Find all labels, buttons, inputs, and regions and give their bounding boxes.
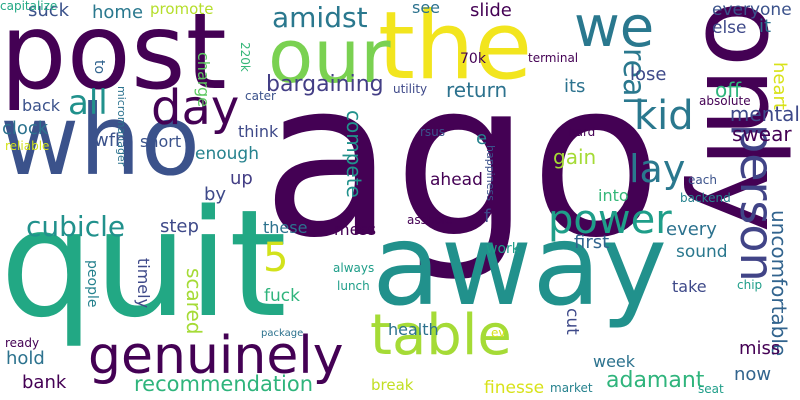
- word-back: back: [22, 96, 61, 115]
- word-adamant: adamant: [606, 368, 705, 393]
- word-take: take: [672, 277, 707, 296]
- word-backend: backend: [680, 191, 731, 205]
- word-up: up: [230, 168, 253, 189]
- word-off: off: [715, 78, 742, 102]
- word-each: each: [688, 173, 717, 187]
- word-enough: enough: [195, 144, 259, 164]
- word-charge: charge: [194, 52, 213, 108]
- word-all: all: [68, 83, 108, 123]
- word-f: f: [484, 206, 491, 227]
- word-bargaining: bargaining: [266, 72, 384, 97]
- word-seat: seat: [698, 382, 724, 396]
- word-wfh: wfh: [94, 130, 127, 151]
- word-people: people: [84, 260, 100, 308]
- word-absolute: absolute: [699, 94, 751, 108]
- word-ago: ago: [262, 34, 662, 285]
- word-see: see: [412, 0, 441, 17]
- word-quit: quit: [0, 178, 287, 350]
- word-into: into: [598, 186, 629, 205]
- word-e: e: [476, 128, 488, 149]
- word-scared: scared: [182, 268, 206, 335]
- word-we: we: [574, 0, 655, 60]
- word-recommendation: recommendation: [134, 372, 314, 396]
- word-mental: mental: [729, 102, 800, 126]
- word-220k: 220k: [238, 42, 252, 72]
- word-short: short: [140, 132, 182, 151]
- word-power: power: [548, 197, 672, 243]
- word-kid: kid: [634, 93, 694, 139]
- word-who: who: [0, 84, 201, 197]
- word-uncomfortable: uncomfortable: [767, 210, 791, 357]
- word-promote: promote: [150, 0, 214, 18]
- word-capitalize: capitalize: [0, 0, 58, 13]
- word-package: package: [261, 328, 304, 339]
- word-gain: gain: [553, 145, 597, 169]
- word-it: it: [759, 16, 772, 37]
- word-hold: hold: [6, 348, 45, 369]
- word-step: step: [160, 216, 199, 237]
- word-cubicle: cubicle: [26, 210, 126, 243]
- word-ready: ready: [5, 336, 40, 350]
- word-always: always: [333, 261, 375, 275]
- word-amidst: amidst: [272, 1, 368, 34]
- word-every: every: [666, 219, 717, 240]
- word-break: break: [371, 376, 414, 394]
- word-to: to: [91, 60, 107, 75]
- word-think: think: [238, 122, 279, 141]
- word-rsus: rsus: [420, 125, 446, 139]
- word-finesse: finesse: [484, 378, 545, 398]
- word-suck: suck: [28, 0, 70, 21]
- word-these: these: [263, 218, 308, 237]
- word-post: post: [0, 0, 227, 113]
- word-swear: swear: [732, 122, 792, 146]
- word-table: table: [370, 303, 512, 368]
- word-asshole: asshole: [407, 213, 453, 227]
- word-5: 5: [263, 235, 289, 281]
- word-cut: cut: [562, 308, 582, 335]
- word-70k: 70k: [460, 51, 486, 67]
- word-day: day: [151, 80, 240, 136]
- word-slide: slide: [470, 0, 512, 21]
- word-mess: mess: [334, 220, 377, 239]
- word-miss: miss: [739, 338, 781, 359]
- word-lay: lay: [629, 147, 686, 191]
- word-our: our: [268, 14, 391, 100]
- word-home: home: [92, 2, 144, 23]
- word-sound: sound: [676, 242, 728, 262]
- word-its: its: [564, 76, 586, 97]
- word-week: week: [593, 352, 636, 371]
- word-genuinely: genuinely: [88, 326, 344, 386]
- word-utility: utility: [393, 82, 428, 96]
- word-fuck: fuck: [264, 286, 300, 306]
- word-terminal: terminal: [528, 51, 579, 65]
- word-return: return: [446, 78, 508, 102]
- word-lunch: lunch: [337, 279, 370, 293]
- word-cater: cater: [245, 89, 276, 103]
- word-chip: chip: [737, 278, 763, 292]
- word-everyone: everyone: [712, 0, 792, 20]
- word-by: by: [204, 184, 227, 205]
- word-else: else: [712, 18, 747, 38]
- word-now: now: [734, 364, 772, 385]
- word-lose: lose: [630, 64, 667, 85]
- word-heart: heart: [769, 62, 790, 110]
- word-work: work: [486, 241, 520, 257]
- word-happiness: happiness: [484, 145, 497, 201]
- word-timely: timely: [134, 258, 153, 309]
- word-ahead: ahead: [430, 170, 483, 190]
- word-bank: bank: [22, 372, 67, 393]
- word-away: away: [372, 201, 668, 331]
- word-the: the: [378, 0, 533, 101]
- word-clock: clock: [2, 118, 49, 139]
- word-reliable: reliable: [5, 139, 50, 153]
- word-compete: compete: [342, 110, 366, 198]
- word-micromanager: micromanager: [115, 86, 128, 167]
- word-hard: hard: [568, 125, 596, 139]
- word-market: market: [550, 381, 593, 395]
- word-health: health: [388, 320, 439, 339]
- word-first: first: [574, 232, 610, 253]
- word-ev: ev: [491, 326, 506, 340]
